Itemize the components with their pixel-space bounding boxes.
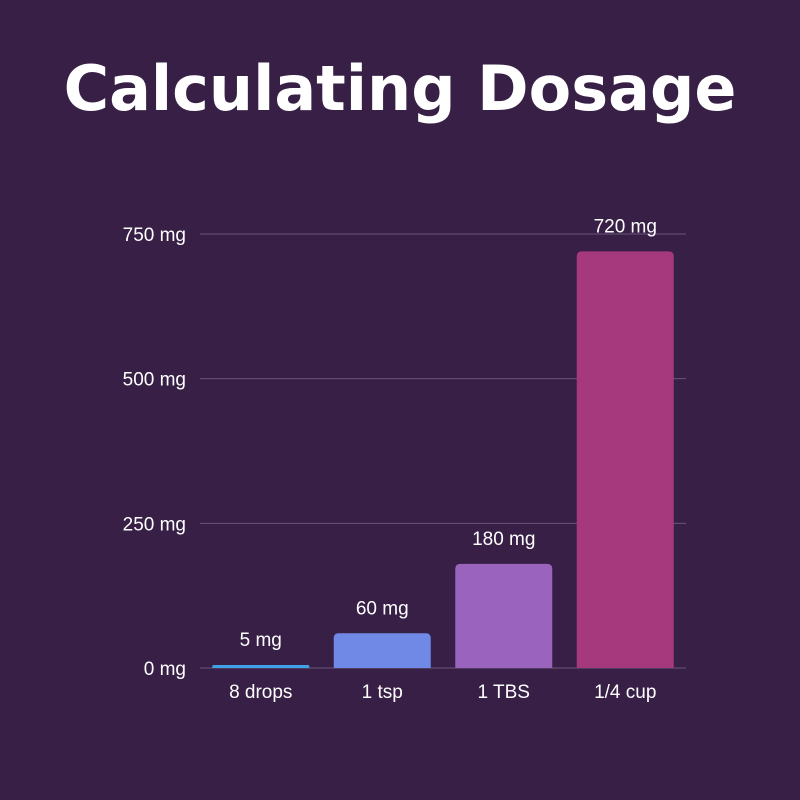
x-category-label-2: 1 TBS [478, 682, 530, 703]
x-axis-categories: 8 drops 1 tsp 1 TBS 1/4 cup [229, 682, 656, 703]
x-category-label-3: 1/4 cup [594, 682, 656, 703]
bar-2 [455, 563, 553, 668]
data-label-3: 720 mg [594, 216, 657, 237]
y-tick-label-0: 0 mg [144, 659, 186, 680]
data-label-1: 60 mg [356, 598, 409, 619]
data-labels: 5 mg 60 mg 180 mg 720 mg [240, 216, 657, 651]
bars [212, 251, 674, 669]
x-category-label-1: 1 tsp [362, 682, 403, 703]
bar-3 [576, 251, 674, 669]
y-axis-ticks: 0 mg 250 mg 500 mg 750 mg [123, 225, 186, 680]
y-tick-label-2: 500 mg [123, 370, 186, 391]
x-category-label-0: 8 drops [229, 682, 292, 703]
data-label-0: 5 mg [240, 630, 282, 651]
y-tick-label-1: 250 mg [123, 514, 186, 535]
y-tick-label-3: 750 mg [123, 225, 186, 246]
chart-title: Calculating Dosage [63, 52, 737, 125]
data-label-2: 180 mg [472, 529, 535, 550]
bar-0 [212, 665, 310, 668]
bar-1 [333, 633, 431, 668]
